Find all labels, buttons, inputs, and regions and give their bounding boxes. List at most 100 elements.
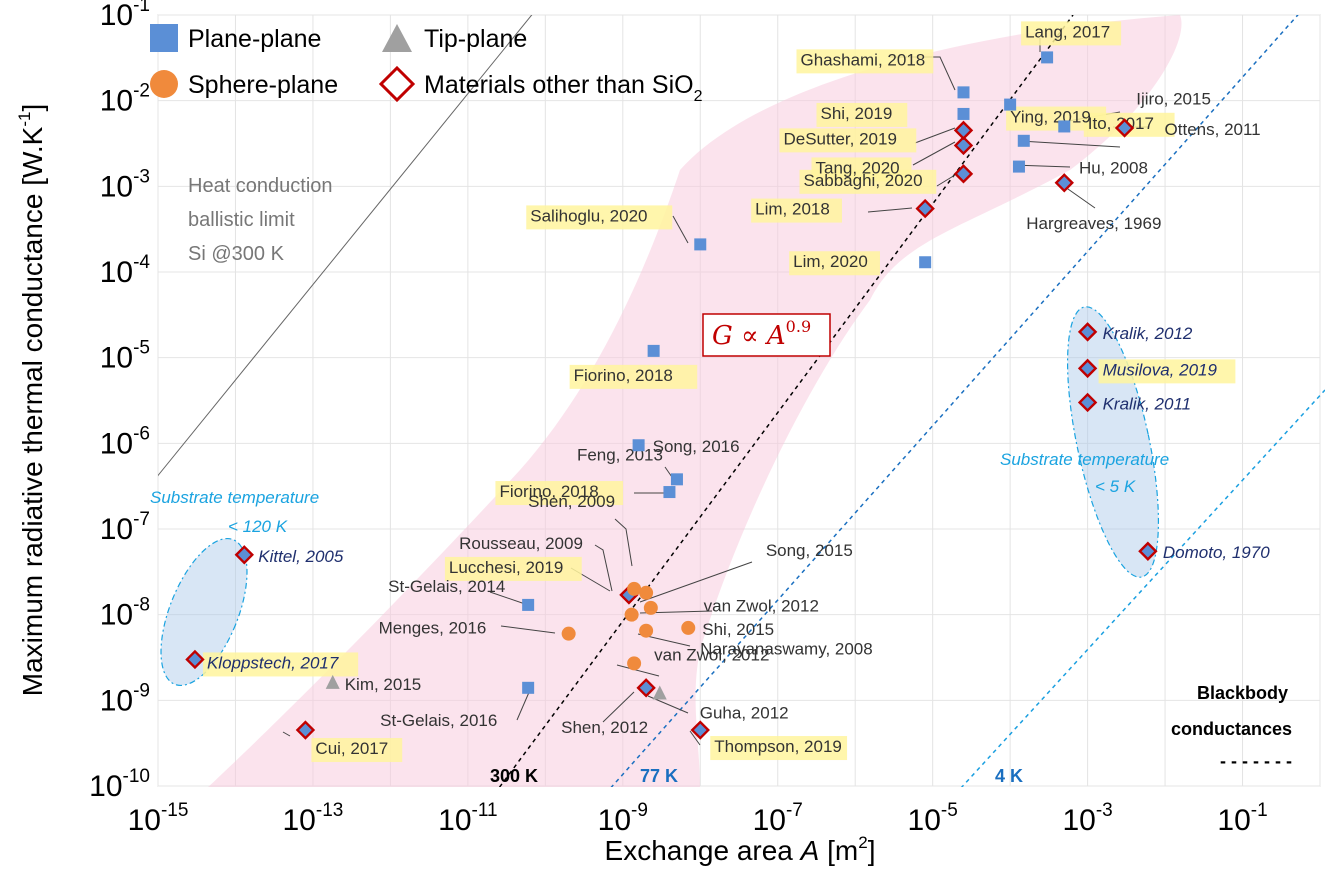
- data-point-square: [1058, 120, 1071, 133]
- heat-note-line2: ballistic limit: [188, 209, 295, 231]
- point-label: Lim, 2018: [755, 200, 830, 219]
- label-highlight: [811, 157, 912, 182]
- y-tick-label: 10-3: [100, 166, 150, 203]
- leader-salihoglu: [672, 215, 689, 244]
- data-point-diamond: [690, 720, 710, 740]
- x-tick-base: 10: [128, 804, 161, 837]
- point-label: Ottens, 2011: [1165, 120, 1261, 139]
- legend-circle-marker: [150, 70, 178, 98]
- data-point-diamond: [636, 678, 656, 698]
- data-point-diamond: [1114, 118, 1135, 138]
- data-point-square: [1017, 134, 1030, 147]
- label-highlight: [710, 736, 848, 761]
- x-axis-label-unit: [m: [819, 835, 858, 866]
- label-highlight: [202, 652, 359, 677]
- bb-label-300k: 300 K: [490, 766, 538, 786]
- point-label: Lim, 2020: [793, 252, 868, 271]
- x-axis-label-end: ]: [868, 835, 876, 866]
- point-label: Feng, 2013: [577, 445, 663, 464]
- data-point-triangle: [652, 685, 667, 700]
- point-label: Thompson, 2019: [714, 737, 842, 756]
- x-axis-label: Exchange area A [m2]: [605, 833, 876, 866]
- y-tick-base: 10: [100, 170, 133, 203]
- y-tick-base: 10: [89, 770, 122, 803]
- point-label: Ghashami, 2018: [800, 50, 925, 69]
- data-point-diamond: [915, 198, 935, 219]
- y-tick-exp: -9: [133, 680, 150, 701]
- label-highlight: [779, 128, 917, 153]
- x-tick-base: 10: [598, 804, 631, 837]
- point-label: St-Gelais, 2016: [380, 711, 497, 730]
- heat-note-line1: Heat conduction: [188, 175, 333, 197]
- point-label: Salihoglu, 2020: [530, 206, 647, 225]
- point-label: Fiorino, 2018: [574, 366, 673, 385]
- blackbody-note-dash: - - - - - - -: [1220, 751, 1292, 771]
- y-tick-exp: -2: [133, 81, 150, 102]
- x-tick-base: 10: [1062, 804, 1095, 837]
- legend-triangle-marker: [382, 24, 412, 52]
- label-highlights: [202, 21, 1236, 763]
- x-tick-base: 10: [283, 804, 316, 837]
- x-tick-exp: -9: [631, 800, 648, 821]
- substrate-5k-line2: < 5 K: [1095, 477, 1136, 496]
- fit-box: [702, 313, 831, 357]
- legend-label-plane: Plane-plane: [188, 25, 321, 53]
- point-label: van Zwol, 2012: [704, 597, 819, 616]
- y-tick-base: 10: [100, 599, 133, 632]
- point-label: Song, 2016: [653, 437, 740, 456]
- y-tick-base: 10: [100, 85, 133, 118]
- point-label: van Zwol, 2012: [654, 645, 769, 664]
- y-tick-label: 10-7: [100, 509, 150, 546]
- label-highlight: [444, 556, 582, 581]
- y-tick-base: 10: [100, 513, 133, 546]
- legend-square-marker: [150, 24, 178, 52]
- label-highlight: [1021, 21, 1122, 46]
- leader-stgelais2016: [516, 689, 531, 721]
- point-label: Shi, 2015: [702, 620, 774, 639]
- point-label: Ijiro, 2015: [1136, 89, 1211, 108]
- x-tick-exp: -5: [941, 800, 958, 821]
- y-tick-label: 10-2: [100, 81, 150, 118]
- data-point-diamond: [295, 720, 316, 740]
- x-tick-exp: -13: [316, 800, 343, 821]
- leader-rousseau: [594, 544, 613, 592]
- point-label: St-Gelais, 2014: [388, 577, 505, 596]
- x-tick-exp: -3: [1096, 800, 1113, 821]
- point-label: Sabbaghi, 2020: [803, 171, 922, 190]
- y-tick-exp: -6: [133, 423, 150, 444]
- x-tick-exp: -1: [1251, 800, 1268, 821]
- y-tick-label: 10-5: [100, 338, 150, 375]
- ballistic-limit-line: [158, 15, 533, 477]
- label-highlight: [816, 102, 908, 127]
- data-point-diamond: [1138, 541, 1158, 561]
- data-point-square: [957, 86, 970, 99]
- y-tick-base: 10: [100, 342, 133, 375]
- leader-lim2018: [867, 207, 913, 213]
- point-label: Shi, 2019: [820, 104, 892, 123]
- x-tick-labels: 10-15 10-13 10-11 10-9 10-7 10-5 10-3 10-1: [128, 800, 1268, 837]
- data-point-square: [957, 107, 970, 120]
- fit-lhs: G ∝ A: [712, 321, 786, 351]
- bb-label-77k: 77 K: [640, 766, 678, 786]
- heat-note-line3: Si @300 K: [188, 243, 285, 265]
- y-tick-exp: -1: [133, 0, 150, 16]
- label-highlight: [1098, 359, 1236, 384]
- fit-annotation: G ∝ A0.9: [712, 317, 811, 351]
- point-labels: Kittel, 2005 Kloppstech, 2017 Kim, 2015 Cui…: [207, 22, 1270, 758]
- legend-diamond-marker: [378, 65, 416, 103]
- legend-label-materials-main: Materials other than SiO: [424, 71, 694, 99]
- y-tick-exp: -5: [133, 338, 150, 359]
- data-point-square: [632, 439, 645, 452]
- data-point-square: [647, 344, 660, 357]
- data-point-circle: [624, 607, 639, 622]
- point-label: Shen, 2012: [561, 718, 648, 737]
- x-tick-label: 10-13: [283, 800, 344, 837]
- point-label: Kim, 2015: [345, 675, 422, 694]
- data-point-diamond: [1077, 358, 1098, 379]
- x-tick-label: 10-15: [128, 800, 189, 837]
- y-tick-exp: -10: [123, 766, 150, 787]
- point-label: Cui, 2017: [315, 739, 388, 758]
- blackbody-300k-line: [498, 15, 1074, 787]
- data-point-circle: [561, 626, 576, 641]
- data-point-circle: [681, 620, 696, 635]
